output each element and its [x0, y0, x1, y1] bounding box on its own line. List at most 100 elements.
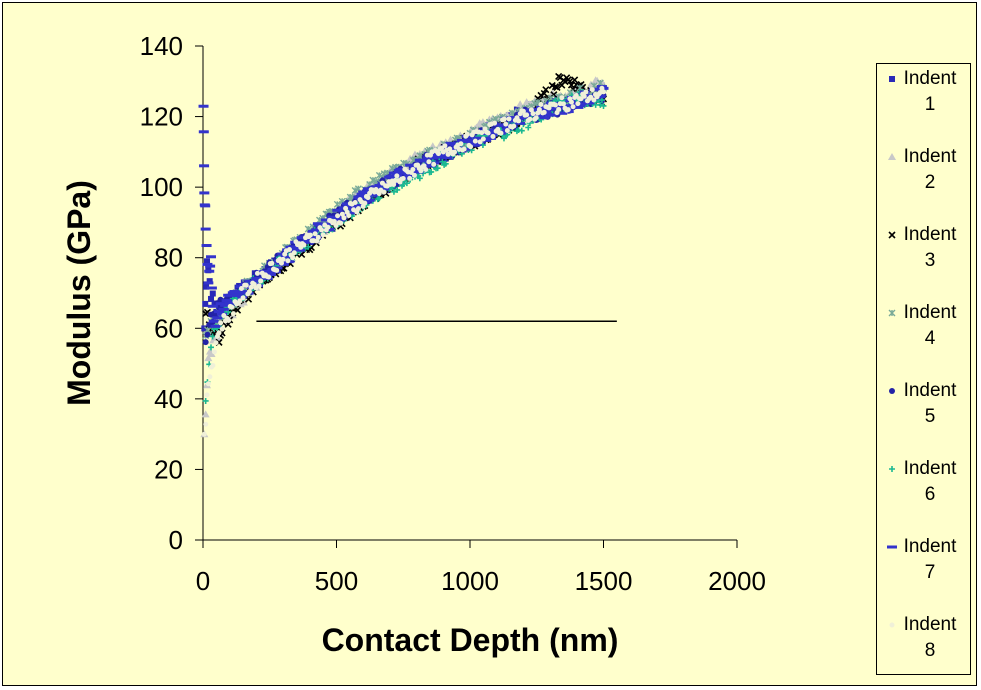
data-point [210, 363, 216, 369]
data-point [280, 255, 291, 259]
legend-marker [889, 388, 895, 394]
data-point [556, 106, 562, 112]
data-point [278, 262, 289, 266]
data-point [229, 304, 235, 310]
y-tick-label: 60 [154, 313, 183, 343]
x-tick-label: 1500 [575, 566, 633, 596]
data-point [216, 330, 222, 336]
data-point [511, 123, 517, 129]
data-point [375, 171, 383, 179]
data-point [204, 354, 213, 362]
data-point [571, 76, 579, 84]
data-point [199, 191, 210, 195]
data-point [207, 349, 216, 357]
data-point [265, 273, 276, 277]
legend-item: Indent 2 [877, 144, 970, 222]
data-point [406, 173, 417, 177]
data-point [342, 202, 353, 206]
data-point [391, 181, 397, 187]
data-point [565, 107, 571, 113]
data-point [234, 290, 245, 294]
data-point [576, 102, 587, 106]
data-point [218, 320, 224, 326]
data-point [352, 200, 358, 206]
data-point [381, 189, 387, 195]
data-point [202, 300, 209, 307]
data-point [307, 232, 313, 238]
data-point [251, 276, 262, 280]
data-point [325, 224, 331, 230]
data-point [280, 264, 288, 272]
data-point [553, 83, 561, 92]
data-point [221, 299, 232, 303]
data-point [208, 319, 219, 323]
data-point [333, 222, 339, 228]
legend-marker-shape [889, 622, 895, 628]
data-point [248, 284, 254, 290]
data-point [346, 213, 352, 219]
data-point [202, 397, 209, 404]
data-point [230, 311, 236, 317]
data-point [333, 200, 341, 208]
data-point [405, 163, 416, 167]
data-point [490, 133, 496, 139]
data-point [246, 289, 252, 295]
data-point [486, 136, 497, 140]
legend-marker [888, 309, 896, 317]
data-point [575, 101, 581, 107]
series-1 [201, 82, 607, 332]
y-tick-label: 100 [140, 172, 183, 202]
data-point [343, 205, 349, 211]
data-point [480, 136, 486, 142]
data-point [210, 324, 221, 328]
data-point [520, 108, 526, 114]
data-point [407, 175, 413, 181]
data-point [341, 215, 347, 221]
data-point [394, 173, 400, 179]
legend-marker-shape [889, 388, 895, 394]
data-point [518, 127, 525, 134]
data-point [220, 303, 231, 307]
axes: 0 20 40 60 80 100 120 140 0 500 1000 1500 2000 [140, 31, 766, 596]
data-point [213, 340, 219, 346]
x-tick-label: 500 [315, 566, 358, 596]
data-point [367, 193, 378, 197]
data-point [280, 256, 286, 262]
data-point [485, 130, 491, 136]
data-point [439, 158, 446, 165]
data-point [200, 204, 211, 208]
data-point [442, 156, 453, 160]
series-8 [201, 85, 606, 437]
legend-label: Indent 3 [903, 224, 957, 271]
data-point [538, 102, 544, 108]
data-point [204, 331, 211, 338]
data-point [506, 116, 512, 122]
data-point [315, 234, 321, 240]
data-point [201, 431, 207, 437]
data-point [320, 232, 326, 238]
data-point [418, 168, 424, 174]
legend-label: Indent 6 [903, 458, 957, 505]
data-point [492, 120, 498, 126]
legend-marker [888, 231, 896, 239]
data-point [536, 107, 542, 113]
data-point [428, 168, 435, 175]
data-point [205, 381, 211, 387]
data-point [365, 195, 371, 201]
data-point [434, 165, 441, 172]
data-point [477, 139, 483, 145]
data-point [385, 174, 396, 178]
series-2 [200, 76, 608, 438]
data-point [461, 146, 467, 152]
data-point [481, 138, 492, 142]
data-point [202, 339, 209, 346]
data-point [204, 258, 211, 265]
data-point [287, 247, 293, 253]
data-point [202, 262, 213, 266]
data-point [533, 115, 539, 121]
legend-marker-shape [888, 231, 896, 239]
legend-marker [889, 466, 895, 472]
data-point [243, 282, 249, 288]
data-point [410, 167, 416, 173]
